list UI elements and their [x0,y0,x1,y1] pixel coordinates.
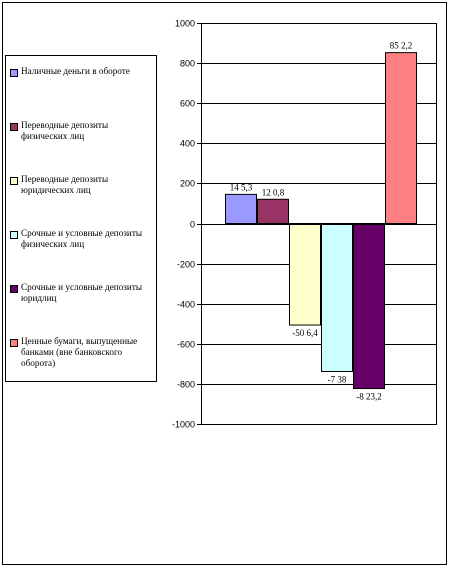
legend-item: Ценные бумаги, выпущенные банками (вне б… [10,336,156,369]
y-tick-label: -800 [177,380,195,390]
legend-swatch [10,285,18,293]
y-tick-label: -200 [177,260,195,270]
legend-swatch [10,177,18,185]
legend-label: Наличные деньги в обороте [21,66,130,76]
legend-label: Переводные депозиты физических лиц [21,120,109,141]
y-tick-label: -600 [177,340,195,350]
legend-swatch [10,69,18,77]
chart-frame [2,2,447,565]
bar [385,52,417,225]
y-tick-label: 1000 [175,19,195,29]
y-tick-label: 800 [180,59,195,69]
data-label: 12 0,8 [262,187,285,197]
legend-label: Переводные депозиты юридических лиц [21,174,109,195]
legend-label: Срочные и условные депозиты юридлиц [21,282,143,303]
legend-label: Ценные бумаги, выпущенные банками (вне б… [21,336,138,368]
legend-item: Наличные деньги в обороте [10,66,156,77]
data-label: -50 6,4 [292,328,318,338]
y-tick-label: -1000 [172,420,195,430]
y-tick-label: 600 [180,99,195,109]
data-label: -8 23,2 [356,392,382,402]
data-label: 14 5,3 [230,182,253,192]
legend-swatch [10,231,18,239]
bar [225,193,257,225]
y-tick-label: 400 [180,139,195,149]
legend-item: Переводные депозиты юридических лиц [10,174,156,196]
legend-swatch [10,339,18,347]
data-label: 85 2,2 [390,41,413,51]
bar [257,198,289,225]
y-tick-label: 200 [180,179,195,189]
bar [289,223,321,326]
legend-swatch [10,123,18,131]
data-label: -7 38 [328,374,347,384]
bar [353,223,385,390]
bar [321,223,353,372]
legend-item: Срочные и условные депозиты юридлиц [10,282,156,304]
legend: Наличные деньги в обороте Переводные депо… [5,55,157,382]
y-tick-label: -400 [177,300,195,310]
legend-item: Переводные депозиты физических лиц [10,120,156,142]
y-tick-label: 0 [190,220,195,230]
legend-label: Срочные и условные депозиты физических л… [21,228,143,249]
legend-item: Срочные и условные депозиты физических л… [10,228,156,250]
